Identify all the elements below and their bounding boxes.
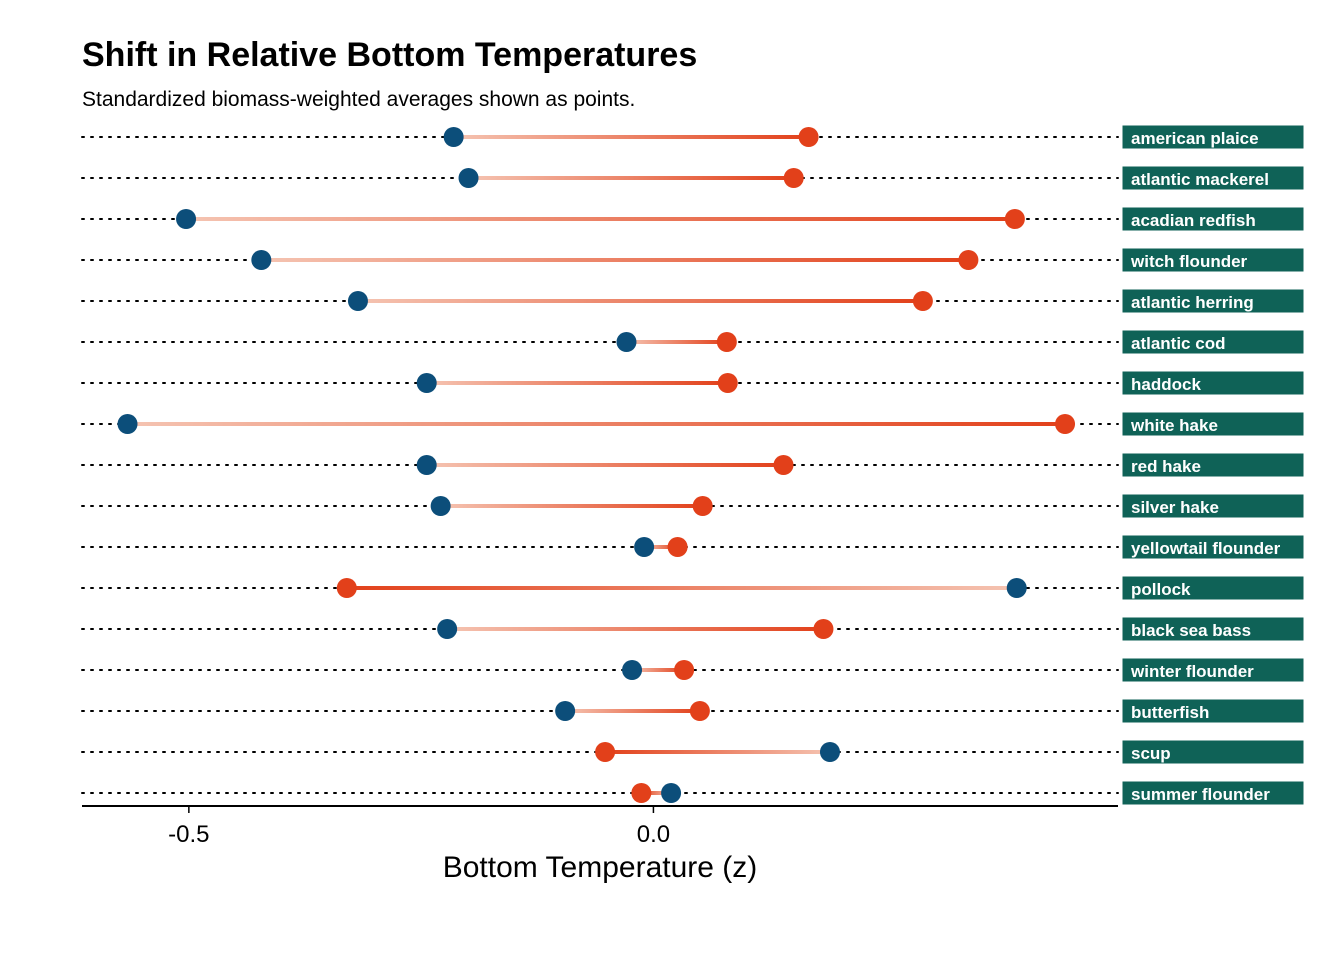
- category-label-box: [1121, 493, 1305, 519]
- category-label-box: [1121, 124, 1305, 150]
- chart-rows: american plaice atlantic mackerel acadian …: [81, 124, 1305, 806]
- category-label: atlantic cod: [1131, 334, 1225, 353]
- blue-point: [616, 332, 637, 352]
- category-label: haddock: [1131, 375, 1201, 394]
- category-label-box: [1121, 452, 1305, 478]
- x-axis-ticks: -0.5 0.0: [168, 806, 670, 848]
- x-tick-label: 0.0: [637, 821, 670, 848]
- red-point: [631, 783, 652, 803]
- chart-row: pollock: [81, 575, 1305, 601]
- chart-row: black sea bass: [81, 616, 1305, 642]
- category-label: atlantic herring: [1131, 293, 1254, 312]
- chart-row: scup: [81, 739, 1305, 765]
- chart-row: white hake: [81, 411, 1305, 437]
- red-point: [783, 168, 804, 188]
- category-label-box: [1121, 165, 1305, 191]
- red-point: [716, 332, 737, 352]
- category-label: silver hake: [1131, 498, 1219, 517]
- chart-row: red hake: [81, 452, 1305, 478]
- category-label: pollock: [1131, 580, 1191, 599]
- blue-point: [430, 496, 451, 516]
- blue-point: [661, 783, 682, 803]
- red-point: [336, 578, 357, 598]
- category-label: white hake: [1130, 416, 1218, 435]
- chart-row: atlantic mackerel: [81, 165, 1305, 191]
- category-label-box: [1121, 247, 1305, 273]
- category-label: yellowtail flounder: [1131, 539, 1281, 558]
- red-point: [1004, 209, 1025, 229]
- category-label: butterfish: [1131, 703, 1209, 722]
- category-label: acadian redfish: [1131, 211, 1256, 230]
- chart-row: butterfish: [81, 698, 1305, 724]
- x-tick-label: -0.5: [168, 821, 209, 848]
- chart-row: acadian redfish: [81, 206, 1305, 232]
- blue-point: [176, 209, 197, 229]
- category-label-box: [1121, 329, 1305, 355]
- red-point: [692, 496, 713, 516]
- blue-point: [416, 373, 437, 393]
- category-label: black sea bass: [1131, 621, 1251, 640]
- red-point: [674, 660, 695, 680]
- chart-row: winter flounder: [81, 657, 1305, 683]
- category-label-box: [1121, 616, 1305, 642]
- category-label: red hake: [1131, 457, 1201, 476]
- category-label-box: [1121, 575, 1305, 601]
- category-label: atlantic mackerel: [1131, 170, 1269, 189]
- red-point: [958, 250, 979, 270]
- blue-point: [347, 291, 368, 311]
- category-label: american plaice: [1131, 129, 1259, 148]
- blue-point: [622, 660, 643, 680]
- category-label: winter flounder: [1130, 662, 1254, 681]
- blue-point: [1006, 578, 1027, 598]
- category-label: witch flounder: [1130, 252, 1248, 271]
- red-point: [798, 127, 819, 147]
- red-point: [595, 742, 616, 762]
- chart-row: atlantic cod: [81, 329, 1305, 355]
- chart-row: yellowtail flounder: [81, 534, 1305, 560]
- chart-title: Shift in Relative Bottom Temperatures: [82, 36, 697, 74]
- red-point: [667, 537, 688, 557]
- category-label-box: [1121, 534, 1305, 560]
- category-label-box: [1121, 370, 1305, 396]
- chart-row: silver hake: [81, 493, 1305, 519]
- chart-row: atlantic herring: [81, 288, 1305, 314]
- category-label-box: [1121, 288, 1305, 314]
- blue-point: [458, 168, 479, 188]
- blue-point: [819, 742, 840, 762]
- blue-point: [416, 455, 437, 475]
- chart-row: witch flounder: [81, 247, 1305, 273]
- chart-row: summer flounder: [81, 780, 1305, 806]
- blue-point: [555, 701, 576, 721]
- red-point: [773, 455, 794, 475]
- red-point: [813, 619, 834, 639]
- chart-row: haddock: [81, 370, 1305, 396]
- category-label: scup: [1131, 744, 1171, 763]
- blue-point: [437, 619, 458, 639]
- x-axis-title: Bottom Temperature (z): [443, 851, 758, 884]
- category-label-box: [1121, 657, 1305, 683]
- red-point: [689, 701, 710, 721]
- category-label: summer flounder: [1131, 785, 1270, 804]
- blue-point: [117, 414, 138, 434]
- chart-row: american plaice: [81, 124, 1305, 150]
- red-point: [717, 373, 738, 393]
- category-label-box: [1121, 698, 1305, 724]
- red-point: [912, 291, 933, 311]
- category-label-box: [1121, 411, 1305, 437]
- category-label-box: [1121, 206, 1305, 232]
- blue-point: [251, 250, 272, 270]
- red-point: [1055, 414, 1076, 434]
- blue-point: [443, 127, 464, 147]
- chart-subtitle: Standardized biomass-weighted averages s…: [82, 88, 635, 111]
- category-label-box: [1121, 739, 1305, 765]
- blue-point: [634, 537, 655, 557]
- category-label-box: [1121, 780, 1305, 806]
